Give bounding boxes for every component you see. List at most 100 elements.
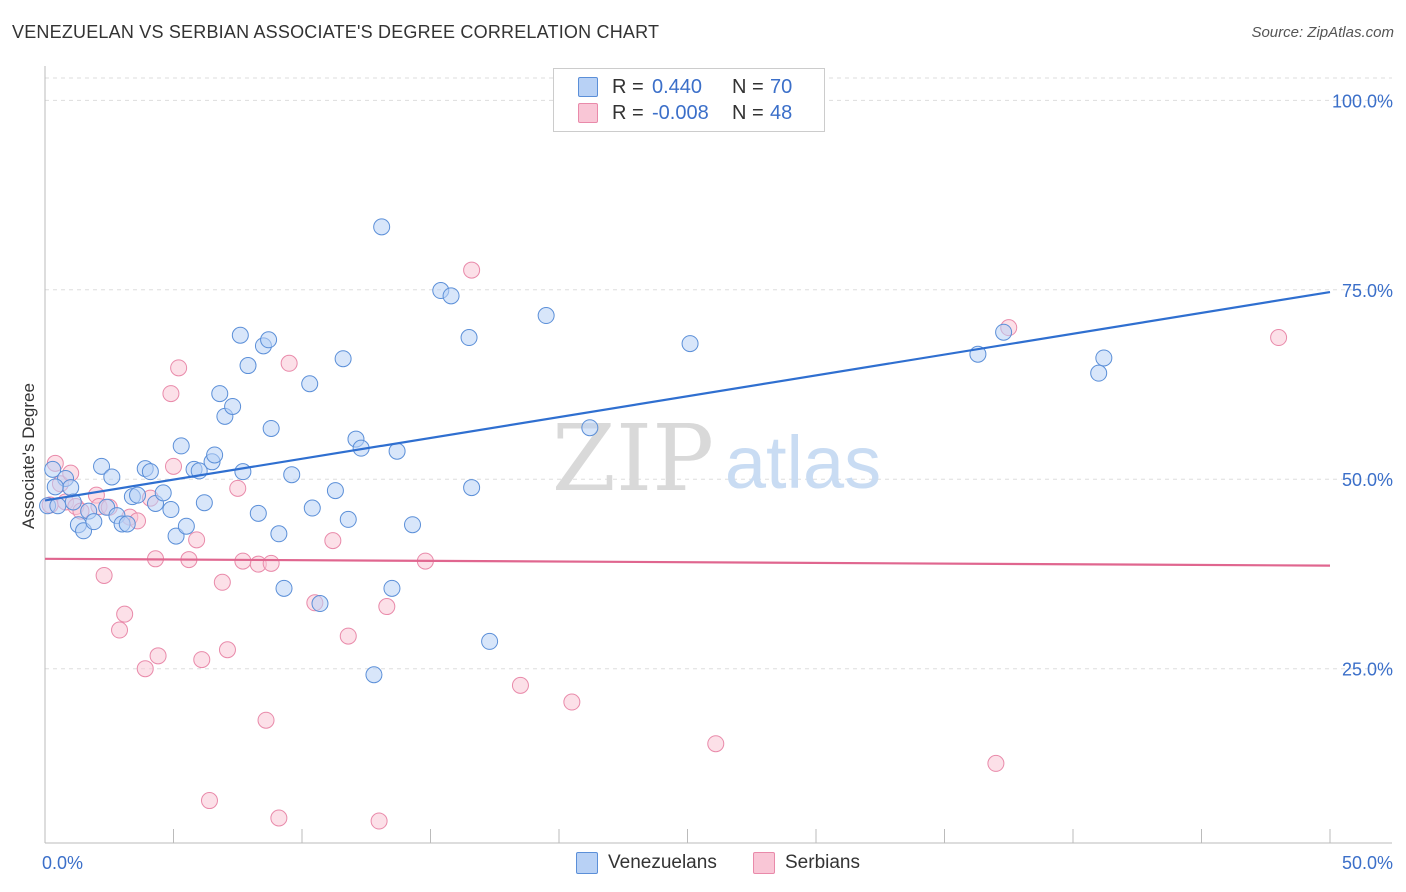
venezuelans-point <box>339 510 357 528</box>
legend-n-label: N = <box>732 101 764 124</box>
venezuelans-point <box>373 218 391 236</box>
legend-swatch-serbians <box>753 852 775 874</box>
venezuelans-point <box>334 350 352 368</box>
serbians-point <box>707 735 725 753</box>
serbians-trend-line <box>44 557 1331 567</box>
serbians-point <box>463 261 481 279</box>
venezuelans-point <box>270 525 288 543</box>
venezuelans-point <box>231 326 249 344</box>
serbians-point <box>218 641 236 659</box>
chart-title: VENEZUELAN VS SERBIAN ASSOCIATE'S DEGREE… <box>12 22 660 42</box>
legend-n-value: 48 <box>770 101 793 124</box>
venezuelans-point <box>118 515 136 533</box>
legend-label-serbians: Serbians <box>785 852 860 873</box>
venezuelans-point <box>301 375 319 393</box>
y-axis-label: Associate's Degree <box>19 383 38 529</box>
legend-r-value: -0.008 <box>652 101 709 124</box>
venezuelans-point <box>537 307 555 325</box>
venezuelans-point <box>404 516 422 534</box>
serbians-point <box>188 531 206 549</box>
serbians-point <box>95 566 113 584</box>
serbians-point <box>339 627 357 645</box>
serbians-point <box>511 676 529 694</box>
serbians-point <box>1270 329 1288 347</box>
venezuelans-point <box>326 482 344 500</box>
venezuelans-point <box>129 486 147 504</box>
serbians-point <box>270 809 288 827</box>
watermark-atlas: atlas <box>725 421 881 504</box>
watermark: ZIP atlas <box>552 405 881 512</box>
legend-swatch-venezuelans <box>576 852 598 874</box>
venezuelans-point <box>1090 364 1108 382</box>
venezuelans-point <box>1095 349 1113 367</box>
y-tick-label: 100.0% <box>1332 91 1393 111</box>
venezuelans-point <box>311 595 329 613</box>
venezuelans-point <box>463 479 481 497</box>
serbians-point <box>262 554 280 572</box>
serbians-point <box>170 359 188 377</box>
venezuelans-point <box>103 468 121 486</box>
venezuelans-point <box>260 331 278 349</box>
y-tick-label: 50.0% <box>1342 470 1393 490</box>
serbians-point <box>116 605 134 623</box>
venezuelans-point <box>46 478 64 496</box>
venezuelans-point <box>460 329 478 347</box>
venezuelans-point <box>262 419 280 437</box>
venezuelans-point <box>581 419 599 437</box>
venezuelans-point <box>167 527 185 545</box>
serbians-point <box>200 792 218 810</box>
venezuelans-point <box>383 579 401 597</box>
venezuelans-point <box>283 466 301 484</box>
stats-legend: R = 0.440 N = 70 R = -0.008 N = 48 <box>553 68 825 132</box>
serbians-point <box>234 552 252 570</box>
series-legend: Venezuelans Serbians <box>0 852 1406 878</box>
serbians-point <box>162 385 180 403</box>
venezuelans-point <box>206 446 224 464</box>
legend-swatch-serbians <box>578 103 598 123</box>
legend-r-value: 0.440 <box>652 75 703 98</box>
axes <box>44 66 1392 844</box>
venezuelans-point <box>239 357 257 375</box>
serbians-point <box>563 693 581 711</box>
venezuelans-point <box>154 484 172 502</box>
serbians-point <box>165 457 182 475</box>
serbians-point <box>370 812 388 830</box>
venezuelans-point <box>234 463 252 481</box>
legend-swatch-venezuelans <box>578 77 598 97</box>
y-tick-label: 25.0% <box>1342 660 1393 680</box>
venezuelans-point <box>62 479 80 497</box>
tick-labels: 25.0% 50.0% 75.0% 100.0% 0.0% 50.0% <box>42 91 1393 873</box>
serbians-point <box>213 573 231 591</box>
serbians-point <box>324 532 342 550</box>
serbians-point <box>149 647 167 665</box>
legend-item-serbians[interactable]: Serbians <box>753 852 860 874</box>
venezuelans-point <box>481 632 499 650</box>
venezuelans-point <box>442 287 460 305</box>
x-tick-label-min: 0.0% <box>42 853 83 873</box>
y-tick-label: 75.0% <box>1342 281 1393 301</box>
venezuelans-point <box>388 442 406 460</box>
trend-lines <box>44 290 1331 567</box>
serbians-point <box>136 660 154 678</box>
legend-row-venezuelans: R = 0.440 N = 70 <box>578 75 792 99</box>
venezuelans-point <box>172 437 190 455</box>
venezuelans-point <box>44 460 62 478</box>
venezuelans-point <box>303 499 321 517</box>
legend-row-serbians: R = -0.008 N = 48 <box>578 101 792 125</box>
venezuelans-point <box>141 463 159 481</box>
legend-item-venezuelans[interactable]: Venezuelans <box>576 852 717 874</box>
venezuelans-point <box>681 335 699 353</box>
serbians-points <box>41 261 1288 830</box>
venezuelans-point <box>211 385 229 403</box>
venezuelans-point <box>224 397 242 415</box>
venezuelans-point <box>85 513 103 531</box>
serbians-point <box>229 479 247 497</box>
serbians-point <box>987 754 1005 772</box>
watermark-zip: ZIP <box>552 405 714 512</box>
venezuelans-points <box>39 218 1113 684</box>
legend-label-venezuelans: Venezuelans <box>608 852 717 873</box>
serbians-point <box>378 598 396 616</box>
x-tick-label-max: 50.0% <box>1342 853 1393 873</box>
venezuelans-point <box>195 494 213 512</box>
